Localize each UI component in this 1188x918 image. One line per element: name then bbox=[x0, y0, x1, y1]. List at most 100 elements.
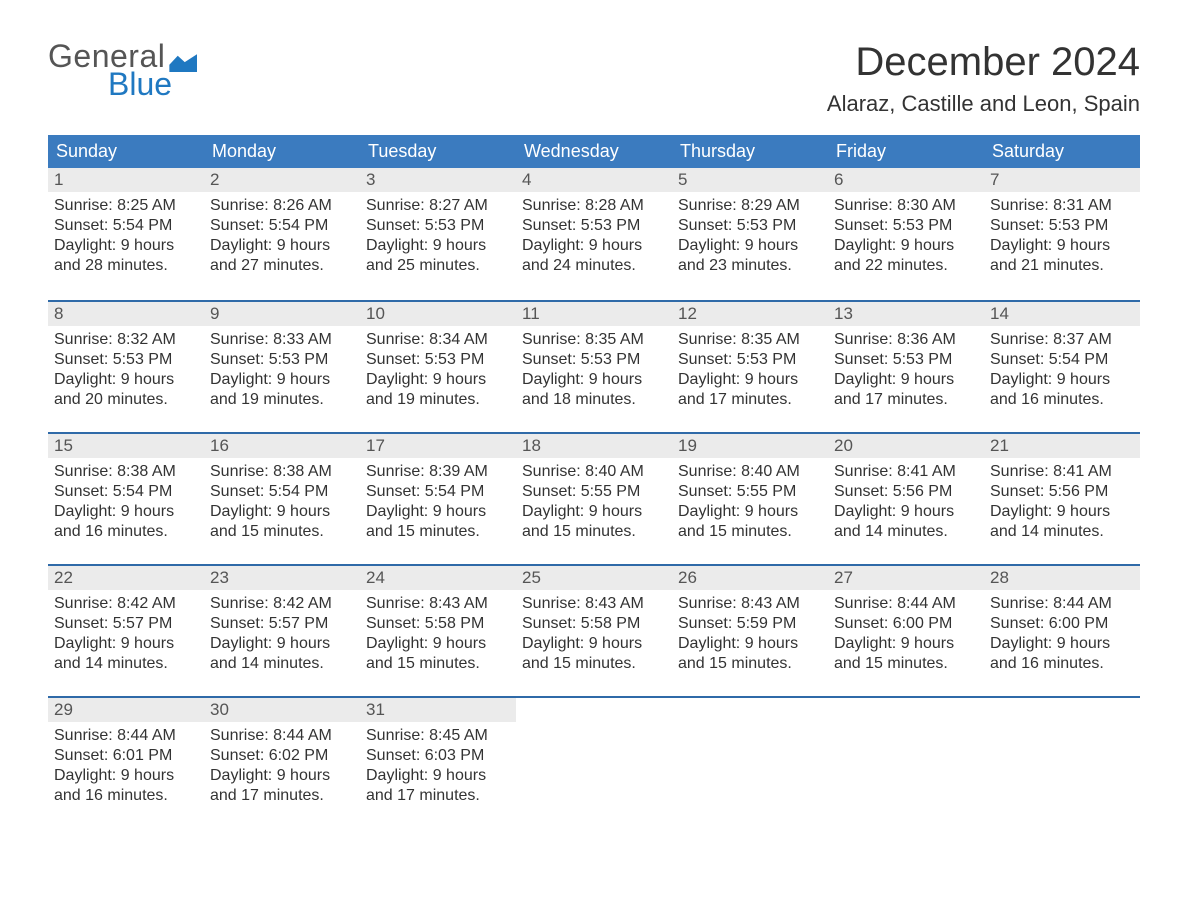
sunset-line: Sunset: 5:55 PM bbox=[522, 482, 666, 502]
day-cell: 8Sunrise: 8:32 AMSunset: 5:53 PMDaylight… bbox=[48, 302, 204, 428]
day-cell: 4Sunrise: 8:28 AMSunset: 5:53 PMDaylight… bbox=[516, 168, 672, 296]
sunrise-line: Sunrise: 8:40 AM bbox=[522, 462, 666, 482]
daylight-line-2: and 21 minutes. bbox=[990, 256, 1134, 276]
week-row: 8Sunrise: 8:32 AMSunset: 5:53 PMDaylight… bbox=[48, 300, 1140, 428]
daylight-line-2: and 14 minutes. bbox=[210, 654, 354, 674]
daylight-line-2: and 28 minutes. bbox=[54, 256, 198, 276]
calendar: Sunday Monday Tuesday Wednesday Thursday… bbox=[48, 135, 1140, 824]
day-body: Sunrise: 8:40 AMSunset: 5:55 PMDaylight:… bbox=[672, 458, 828, 550]
daylight-line-2: and 27 minutes. bbox=[210, 256, 354, 276]
daylight-line-1: Daylight: 9 hours bbox=[522, 370, 666, 390]
daylight-line-1: Daylight: 9 hours bbox=[834, 634, 978, 654]
sunrise-line: Sunrise: 8:37 AM bbox=[990, 330, 1134, 350]
month-title: December 2024 bbox=[827, 40, 1140, 85]
daylight-line-1: Daylight: 9 hours bbox=[522, 502, 666, 522]
day-number: 7 bbox=[984, 168, 1140, 192]
day-cell: 30Sunrise: 8:44 AMSunset: 6:02 PMDayligh… bbox=[204, 698, 360, 824]
sunset-line: Sunset: 5:56 PM bbox=[990, 482, 1134, 502]
daylight-line-1: Daylight: 9 hours bbox=[990, 634, 1134, 654]
daylight-line-2: and 18 minutes. bbox=[522, 390, 666, 410]
day-body: Sunrise: 8:35 AMSunset: 5:53 PMDaylight:… bbox=[516, 326, 672, 418]
day-number: 20 bbox=[828, 434, 984, 458]
sunrise-line: Sunrise: 8:30 AM bbox=[834, 196, 978, 216]
sunset-line: Sunset: 5:53 PM bbox=[678, 350, 822, 370]
sunrise-line: Sunrise: 8:27 AM bbox=[366, 196, 510, 216]
day-body: Sunrise: 8:27 AMSunset: 5:53 PMDaylight:… bbox=[360, 192, 516, 284]
daylight-line-2: and 14 minutes. bbox=[54, 654, 198, 674]
day-cell: 1Sunrise: 8:25 AMSunset: 5:54 PMDaylight… bbox=[48, 168, 204, 296]
day-cell bbox=[828, 698, 984, 824]
day-body: Sunrise: 8:32 AMSunset: 5:53 PMDaylight:… bbox=[48, 326, 204, 418]
sunset-line: Sunset: 5:54 PM bbox=[54, 216, 198, 236]
day-body: Sunrise: 8:26 AMSunset: 5:54 PMDaylight:… bbox=[204, 192, 360, 284]
day-cell: 7Sunrise: 8:31 AMSunset: 5:53 PMDaylight… bbox=[984, 168, 1140, 296]
daylight-line-1: Daylight: 9 hours bbox=[366, 634, 510, 654]
sunrise-line: Sunrise: 8:33 AM bbox=[210, 330, 354, 350]
sunrise-line: Sunrise: 8:43 AM bbox=[366, 594, 510, 614]
sunset-line: Sunset: 5:54 PM bbox=[210, 216, 354, 236]
day-cell: 14Sunrise: 8:37 AMSunset: 5:54 PMDayligh… bbox=[984, 302, 1140, 428]
weeks-container: 1Sunrise: 8:25 AMSunset: 5:54 PMDaylight… bbox=[48, 168, 1140, 824]
day-body: Sunrise: 8:41 AMSunset: 5:56 PMDaylight:… bbox=[828, 458, 984, 550]
day-number bbox=[828, 698, 984, 722]
daylight-line-2: and 17 minutes. bbox=[210, 786, 354, 806]
day-cell: 17Sunrise: 8:39 AMSunset: 5:54 PMDayligh… bbox=[360, 434, 516, 560]
location-subtitle: Alaraz, Castille and Leon, Spain bbox=[827, 91, 1140, 117]
sunset-line: Sunset: 6:00 PM bbox=[990, 614, 1134, 634]
daylight-line-2: and 15 minutes. bbox=[366, 654, 510, 674]
daylight-line-1: Daylight: 9 hours bbox=[54, 370, 198, 390]
daylight-line-2: and 15 minutes. bbox=[366, 522, 510, 542]
daylight-line-1: Daylight: 9 hours bbox=[210, 766, 354, 786]
day-cell: 29Sunrise: 8:44 AMSunset: 6:01 PMDayligh… bbox=[48, 698, 204, 824]
daylight-line-1: Daylight: 9 hours bbox=[366, 766, 510, 786]
day-body: Sunrise: 8:41 AMSunset: 5:56 PMDaylight:… bbox=[984, 458, 1140, 550]
dow-friday: Friday bbox=[828, 135, 984, 168]
daylight-line-2: and 22 minutes. bbox=[834, 256, 978, 276]
daylight-line-2: and 14 minutes. bbox=[834, 522, 978, 542]
daylight-line-2: and 15 minutes. bbox=[678, 522, 822, 542]
day-number: 9 bbox=[204, 302, 360, 326]
sunrise-line: Sunrise: 8:32 AM bbox=[54, 330, 198, 350]
sunrise-line: Sunrise: 8:28 AM bbox=[522, 196, 666, 216]
sunset-line: Sunset: 5:53 PM bbox=[54, 350, 198, 370]
day-cell: 3Sunrise: 8:27 AMSunset: 5:53 PMDaylight… bbox=[360, 168, 516, 296]
calendar-page: General Blue December 2024 Alaraz, Casti… bbox=[0, 0, 1188, 868]
day-number: 30 bbox=[204, 698, 360, 722]
day-body: Sunrise: 8:38 AMSunset: 5:54 PMDaylight:… bbox=[204, 458, 360, 550]
day-body: Sunrise: 8:28 AMSunset: 5:53 PMDaylight:… bbox=[516, 192, 672, 284]
sunrise-line: Sunrise: 8:34 AM bbox=[366, 330, 510, 350]
day-body: Sunrise: 8:42 AMSunset: 5:57 PMDaylight:… bbox=[48, 590, 204, 682]
sunrise-line: Sunrise: 8:35 AM bbox=[522, 330, 666, 350]
sunset-line: Sunset: 5:53 PM bbox=[834, 350, 978, 370]
day-body: Sunrise: 8:29 AMSunset: 5:53 PMDaylight:… bbox=[672, 192, 828, 284]
day-number: 18 bbox=[516, 434, 672, 458]
daylight-line-1: Daylight: 9 hours bbox=[522, 634, 666, 654]
sunrise-line: Sunrise: 8:43 AM bbox=[678, 594, 822, 614]
day-number: 26 bbox=[672, 566, 828, 590]
day-body: Sunrise: 8:44 AMSunset: 6:00 PMDaylight:… bbox=[828, 590, 984, 682]
sunset-line: Sunset: 5:53 PM bbox=[366, 216, 510, 236]
daylight-line-2: and 15 minutes. bbox=[522, 654, 666, 674]
sunset-line: Sunset: 5:54 PM bbox=[990, 350, 1134, 370]
day-cell: 16Sunrise: 8:38 AMSunset: 5:54 PMDayligh… bbox=[204, 434, 360, 560]
day-number: 23 bbox=[204, 566, 360, 590]
week-row: 15Sunrise: 8:38 AMSunset: 5:54 PMDayligh… bbox=[48, 432, 1140, 560]
day-body: Sunrise: 8:43 AMSunset: 5:58 PMDaylight:… bbox=[516, 590, 672, 682]
day-number: 2 bbox=[204, 168, 360, 192]
daylight-line-2: and 19 minutes. bbox=[366, 390, 510, 410]
sunset-line: Sunset: 5:58 PM bbox=[522, 614, 666, 634]
sunset-line: Sunset: 5:53 PM bbox=[678, 216, 822, 236]
daylight-line-2: and 17 minutes. bbox=[834, 390, 978, 410]
day-cell: 15Sunrise: 8:38 AMSunset: 5:54 PMDayligh… bbox=[48, 434, 204, 560]
day-cell: 26Sunrise: 8:43 AMSunset: 5:59 PMDayligh… bbox=[672, 566, 828, 692]
day-number: 28 bbox=[984, 566, 1140, 590]
day-cell: 9Sunrise: 8:33 AMSunset: 5:53 PMDaylight… bbox=[204, 302, 360, 428]
daylight-line-1: Daylight: 9 hours bbox=[990, 502, 1134, 522]
week-row: 22Sunrise: 8:42 AMSunset: 5:57 PMDayligh… bbox=[48, 564, 1140, 692]
daylight-line-1: Daylight: 9 hours bbox=[54, 634, 198, 654]
daylight-line-2: and 25 minutes. bbox=[366, 256, 510, 276]
day-body: Sunrise: 8:45 AMSunset: 6:03 PMDaylight:… bbox=[360, 722, 516, 814]
daylight-line-2: and 15 minutes. bbox=[678, 654, 822, 674]
header-row: General Blue December 2024 Alaraz, Casti… bbox=[48, 40, 1140, 117]
sunrise-line: Sunrise: 8:44 AM bbox=[834, 594, 978, 614]
